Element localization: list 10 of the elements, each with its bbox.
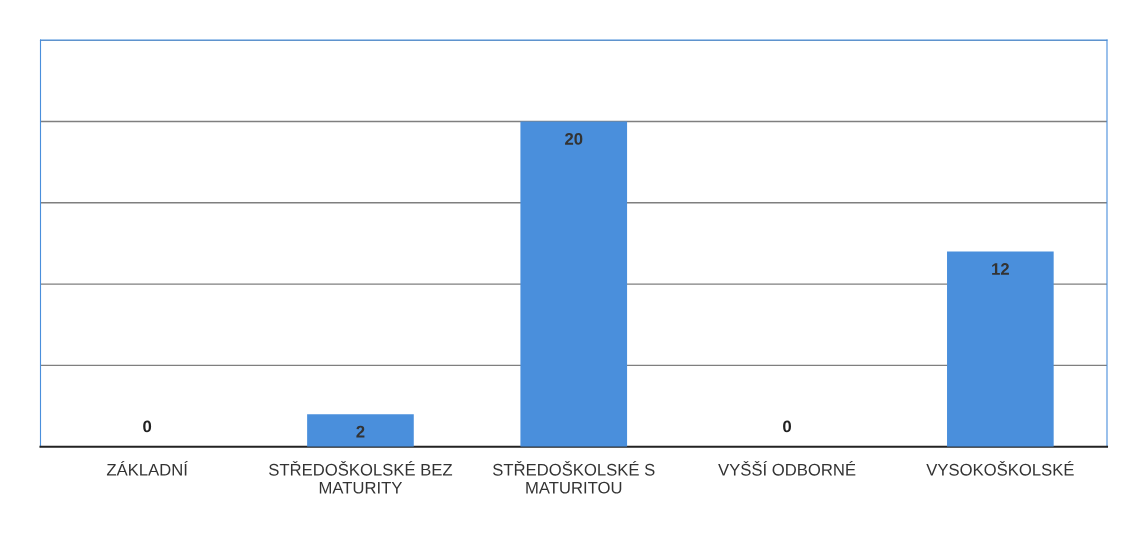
data-label: 0 [783, 420, 791, 433]
x-tick-label: STŘEDOŠKOLSKÉ BEZ MATURITY [269, 460, 453, 494]
data-label: 2 [356, 425, 365, 438]
x-tick-label: VYSOKOŠKOLSKÉ [926, 460, 1074, 476]
x-tick-label: VYŠŠÍ ODBORNÉ [718, 460, 856, 476]
data-label: 20 [565, 133, 583, 145]
data-label: 12 [992, 263, 1009, 275]
x-tick-label: STŘEDOŠKOLSKÉ S MATURITOU [493, 460, 655, 494]
data-label: 0 [143, 420, 152, 433]
x-tick-label: ZÁKLADNÍ [106, 461, 188, 476]
